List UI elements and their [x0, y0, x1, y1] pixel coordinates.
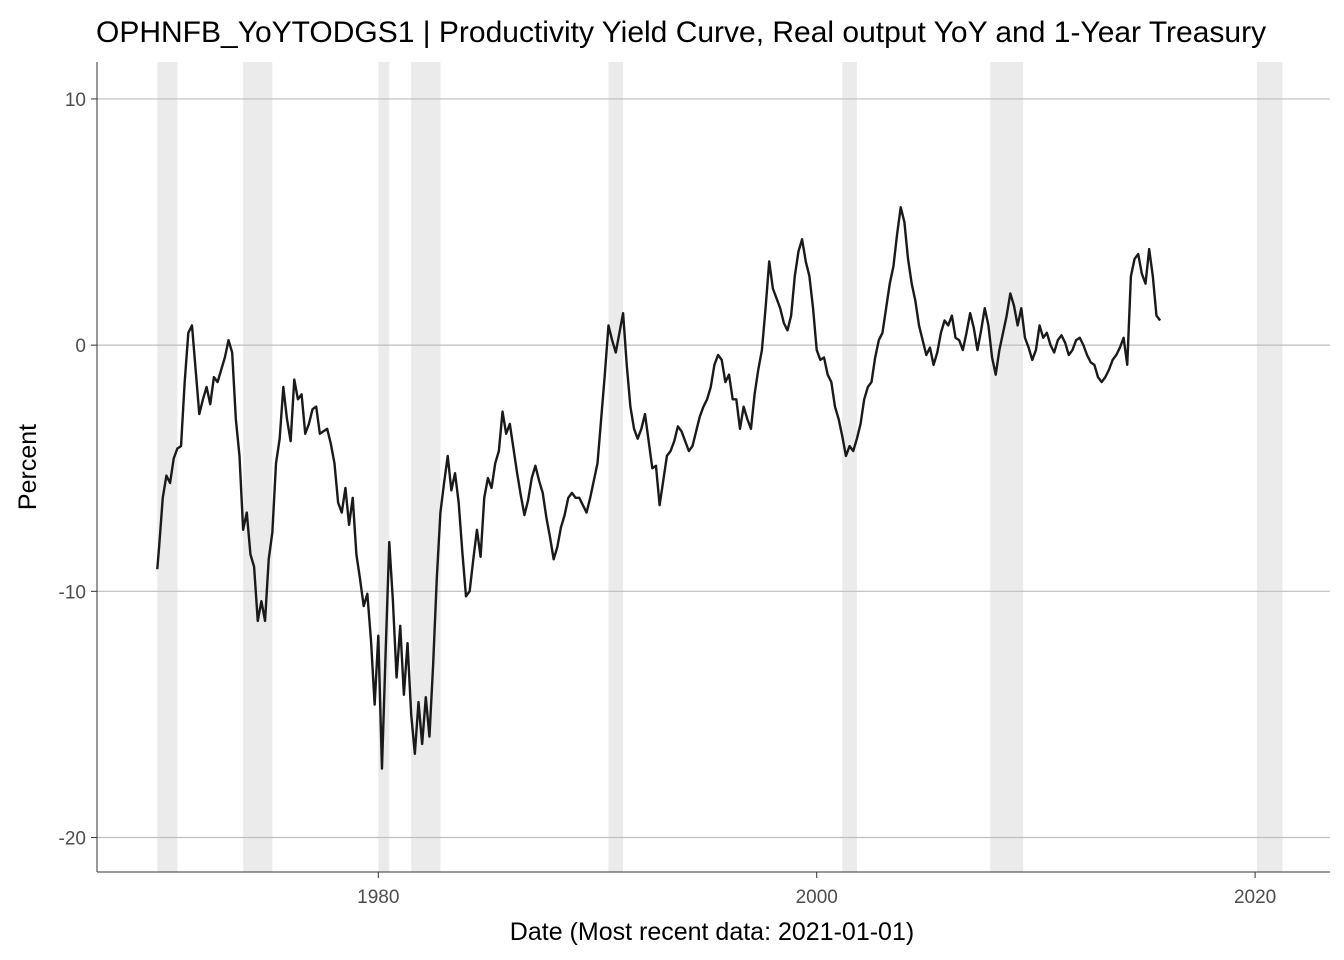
gridlines: [97, 98, 1330, 839]
recession-band: [990, 62, 1024, 872]
y-tick-label: 10: [65, 90, 86, 111]
x-tick-label: 2000: [796, 887, 838, 908]
series-layer: [156, 206, 1162, 770]
y-tick-label: 0: [75, 336, 86, 357]
series-line: [156, 206, 1162, 770]
x-tick-label: 1980: [357, 887, 399, 908]
y-tick-label: -20: [59, 829, 86, 850]
y-tick-label: -10: [59, 582, 86, 603]
recession-bands: [157, 62, 1283, 872]
x-axis-title: Date (Most recent data: 2021-01-01): [510, 918, 914, 946]
recession-band: [243, 62, 273, 872]
y-axis-title: Percent: [14, 424, 42, 510]
recession-band: [378, 62, 390, 872]
recession-band: [1256, 62, 1283, 872]
x-tick-label: 2020: [1234, 887, 1276, 908]
recession-band: [157, 62, 178, 872]
recession-band: [608, 62, 624, 872]
axes: 10 0 -10 -20 1980 2000 2020: [59, 62, 1330, 908]
recession-band: [842, 62, 857, 872]
chart-title: OPHNFB_YoYTODGS1 | Productivity Yield Cu…: [96, 16, 1266, 49]
